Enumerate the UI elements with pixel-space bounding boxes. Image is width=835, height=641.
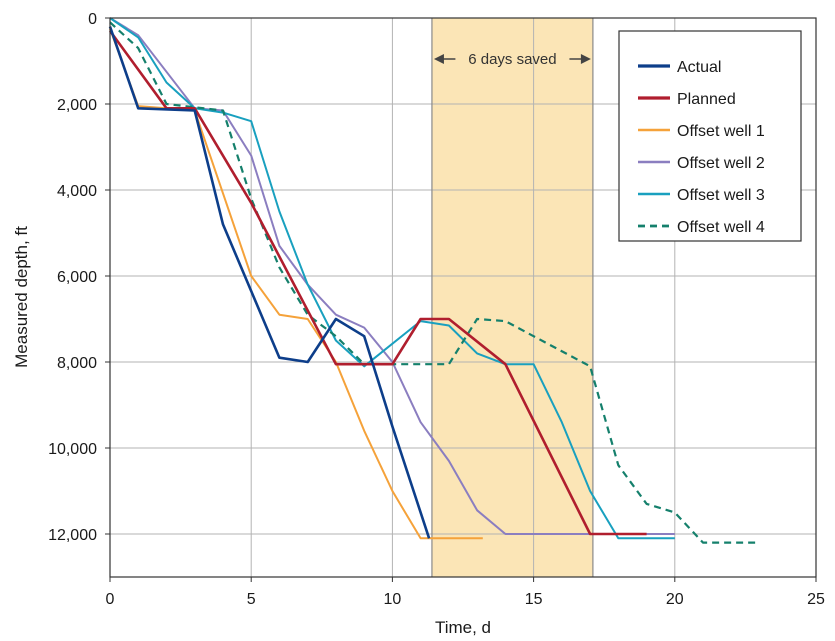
annotation-label: 6 days saved <box>468 51 556 68</box>
legend-label: Offset well 3 <box>677 187 765 204</box>
series-line-actual <box>108 26 431 539</box>
y-tick-label: 10,000 <box>48 441 97 458</box>
x-tick-label: 20 <box>666 591 684 608</box>
grid-lines <box>110 18 816 577</box>
x-tick-label: 25 <box>807 591 825 608</box>
y-tick-label: 0 <box>88 11 97 28</box>
series-lines <box>108 17 760 544</box>
y-tick-label: 4,000 <box>57 183 97 200</box>
series-line-planned <box>108 30 647 536</box>
y-tick-label: 2,000 <box>57 97 97 114</box>
x-axis-title: Time, d <box>435 618 491 637</box>
x-axis-ticks: 0 5 10 15 20 25 <box>106 577 825 608</box>
x-tick-label: 0 <box>106 591 115 608</box>
legend-label: Offset well 1 <box>677 123 765 140</box>
y-axis-title: Measured depth, ft <box>12 226 31 368</box>
x-tick-label: 10 <box>384 591 402 608</box>
y-tick-label: 8,000 <box>57 355 97 372</box>
legend-label: Actual <box>677 59 721 76</box>
series-line-offset-well-4 <box>109 21 760 544</box>
y-tick-label: 12,000 <box>48 527 97 544</box>
legend-label: Offset well 4 <box>677 219 765 236</box>
annotation-arrowhead-left <box>433 54 444 64</box>
time-saved-annotation: 6 days saved <box>433 51 591 68</box>
annotation-arrowhead-right <box>580 54 591 64</box>
x-tick-label: 15 <box>525 591 543 608</box>
y-axis-ticks: 0 2,000 4,000 6,000 8,000 10,000 12,000 <box>48 11 110 544</box>
x-tick-label: 5 <box>247 591 256 608</box>
legend: Actual Planned Offset well 1 Offset well 2 O… <box>618 30 802 242</box>
legend-label: Planned <box>677 91 736 108</box>
legend-label: Offset well 2 <box>677 155 765 172</box>
plot-border <box>109 17 817 578</box>
y-tick-label: 6,000 <box>57 269 97 286</box>
